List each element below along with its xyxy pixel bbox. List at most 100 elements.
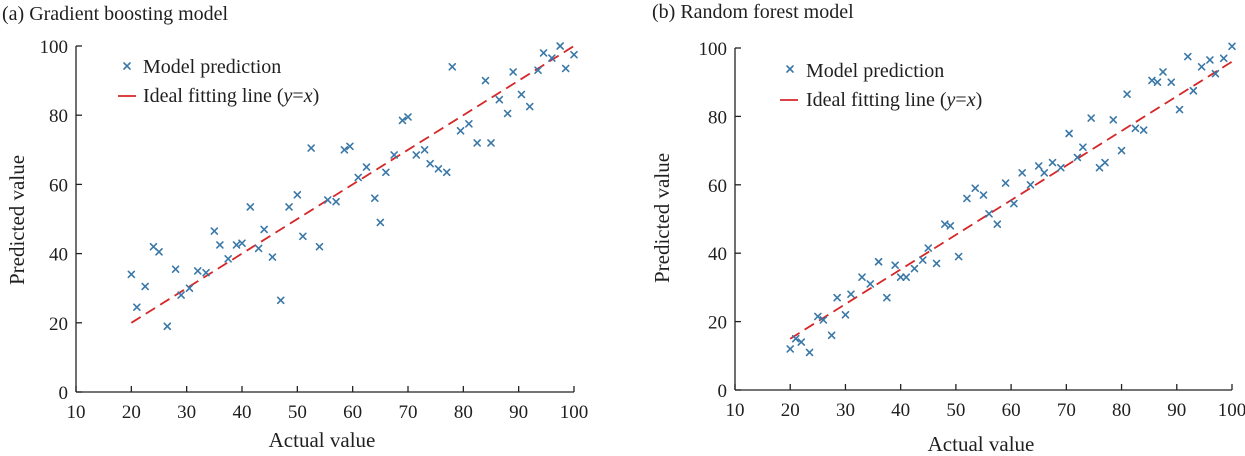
data-point-b-51 bbox=[1167, 78, 1176, 86]
data-point-a-40 bbox=[426, 159, 434, 168]
x-tick-label-a-4: 50 bbox=[288, 402, 307, 423]
data-point-a-27 bbox=[332, 197, 340, 206]
data-point-b-42 bbox=[1101, 158, 1109, 167]
x-tick-label-a-0: 10 bbox=[67, 402, 86, 423]
data-point-b-26 bbox=[979, 191, 988, 199]
legend-b: Model prediction Ideal fitting line (y=x… bbox=[780, 60, 982, 111]
data-point-b-17 bbox=[910, 264, 919, 273]
legend-a: Model prediction Ideal fitting line (y=x… bbox=[118, 56, 319, 107]
data-point-a-19 bbox=[268, 253, 277, 261]
data-point-b-54 bbox=[1189, 86, 1198, 95]
data-point-b-18 bbox=[918, 256, 927, 264]
data-point-a-29 bbox=[346, 142, 354, 151]
data-point-b-28 bbox=[993, 220, 1002, 228]
y-tick-label-a-1: 20 bbox=[49, 314, 68, 335]
data-point-a-52 bbox=[517, 90, 526, 99]
data-point-b-4 bbox=[814, 312, 822, 321]
data-point-a-56 bbox=[548, 54, 556, 62]
data-point-a-31 bbox=[362, 163, 371, 171]
data-point-b-52 bbox=[1175, 105, 1184, 114]
data-point-b-0 bbox=[786, 345, 795, 353]
x-tick-label-a-5: 60 bbox=[343, 402, 362, 423]
data-point-b-13 bbox=[883, 293, 891, 302]
x-tick-label-b-8: 90 bbox=[1167, 400, 1186, 421]
data-point-b-39 bbox=[1079, 143, 1087, 151]
x-tick-label-b-1: 20 bbox=[781, 400, 800, 421]
x-tick-label-b-6: 70 bbox=[1057, 400, 1076, 421]
data-point-a-30 bbox=[354, 173, 363, 182]
legend-marker-icon-b bbox=[786, 65, 794, 73]
data-point-b-7 bbox=[833, 293, 841, 302]
data-point-a-5 bbox=[163, 322, 172, 331]
data-point-a-15 bbox=[238, 239, 246, 248]
x-tick-label-a-2: 30 bbox=[177, 402, 196, 423]
data-point-a-21 bbox=[285, 203, 293, 211]
data-point-a-6 bbox=[171, 265, 180, 273]
data-point-b-53 bbox=[1184, 52, 1192, 61]
x-axis-label-a: Actual value bbox=[269, 428, 376, 452]
x-tick-label-b-0: 10 bbox=[726, 400, 745, 421]
legend-label-predictions-a: Model prediction bbox=[143, 56, 281, 78]
data-point-b-59 bbox=[1228, 42, 1236, 51]
y-tick-label-a-2: 40 bbox=[49, 245, 68, 266]
data-point-b-5 bbox=[819, 316, 828, 324]
data-point-b-1 bbox=[791, 334, 800, 343]
data-point-a-51 bbox=[509, 68, 517, 76]
data-point-a-45 bbox=[465, 120, 473, 128]
data-point-b-34 bbox=[1040, 169, 1049, 177]
plot-area-a: 10 20 30 40 50 60 70 80 90 100 0 20 40 60 80 100 bbox=[40, 37, 589, 423]
data-point-a-12 bbox=[216, 241, 224, 249]
legend-label-ideal-line-a: Ideal fitting line (y=x) bbox=[143, 85, 319, 107]
y-tick-label-b-0: 0 bbox=[718, 381, 728, 402]
data-point-b-11 bbox=[866, 280, 875, 288]
data-point-a-57 bbox=[556, 42, 564, 50]
data-point-a-8 bbox=[185, 284, 194, 293]
panel-random-forest: (b) Random forest model 10 20 30 40 50 60 70 80… bbox=[650, 1, 1245, 456]
data-point-a-23 bbox=[299, 232, 307, 241]
x-tick-label-b-5: 60 bbox=[1002, 400, 1021, 421]
data-point-b-10 bbox=[858, 273, 866, 281]
data-point-a-39 bbox=[420, 146, 429, 154]
data-point-b-21 bbox=[941, 220, 949, 228]
data-point-b-16 bbox=[902, 273, 910, 281]
y-tick-label-b-2: 40 bbox=[708, 244, 727, 265]
data-point-b-37 bbox=[1065, 129, 1073, 138]
data-point-a-13 bbox=[224, 254, 232, 263]
y-tick-label-b-3: 60 bbox=[708, 176, 727, 197]
data-point-b-45 bbox=[1123, 90, 1131, 98]
data-point-a-38 bbox=[412, 151, 421, 159]
data-point-a-28 bbox=[340, 146, 349, 154]
data-point-b-2 bbox=[797, 338, 806, 346]
y-tick-label-a-4: 80 bbox=[49, 106, 68, 127]
y-axis-label-a: Predicted value bbox=[5, 155, 29, 285]
data-point-b-44 bbox=[1117, 146, 1126, 155]
panel-title-a: (a) Gradient boosting model bbox=[2, 3, 228, 25]
data-point-b-8 bbox=[841, 310, 850, 319]
data-point-b-46 bbox=[1131, 124, 1140, 133]
data-point-b-43 bbox=[1109, 116, 1118, 124]
data-point-b-6 bbox=[827, 331, 836, 340]
data-point-a-10 bbox=[202, 268, 210, 277]
data-point-b-25 bbox=[971, 184, 980, 193]
data-point-a-47 bbox=[481, 76, 490, 85]
y-tick-label-b-4: 80 bbox=[708, 107, 727, 128]
y-tick-label-b-5: 100 bbox=[699, 39, 728, 60]
data-point-a-24 bbox=[307, 144, 315, 152]
plot-area-b: 10 20 30 40 50 60 70 80 90 100 0 20 40 60 80 100 bbox=[699, 39, 1245, 421]
y-tick-label-a-0: 0 bbox=[59, 383, 69, 404]
data-point-a-4 bbox=[155, 248, 163, 256]
data-point-b-30 bbox=[1010, 199, 1018, 208]
data-point-b-31 bbox=[1018, 169, 1026, 177]
data-point-a-0 bbox=[127, 270, 136, 279]
x-tick-label-a-6: 70 bbox=[399, 402, 418, 423]
data-point-b-3 bbox=[805, 348, 814, 357]
x-tick-label-a-9: 100 bbox=[560, 402, 589, 423]
data-point-a-26 bbox=[323, 196, 332, 204]
data-point-b-23 bbox=[954, 252, 963, 261]
data-point-a-20 bbox=[276, 296, 285, 305]
data-point-b-47 bbox=[1139, 126, 1148, 134]
legend-marker-icon-a bbox=[123, 62, 131, 70]
data-point-a-46 bbox=[473, 139, 481, 147]
data-point-b-36 bbox=[1057, 163, 1065, 172]
